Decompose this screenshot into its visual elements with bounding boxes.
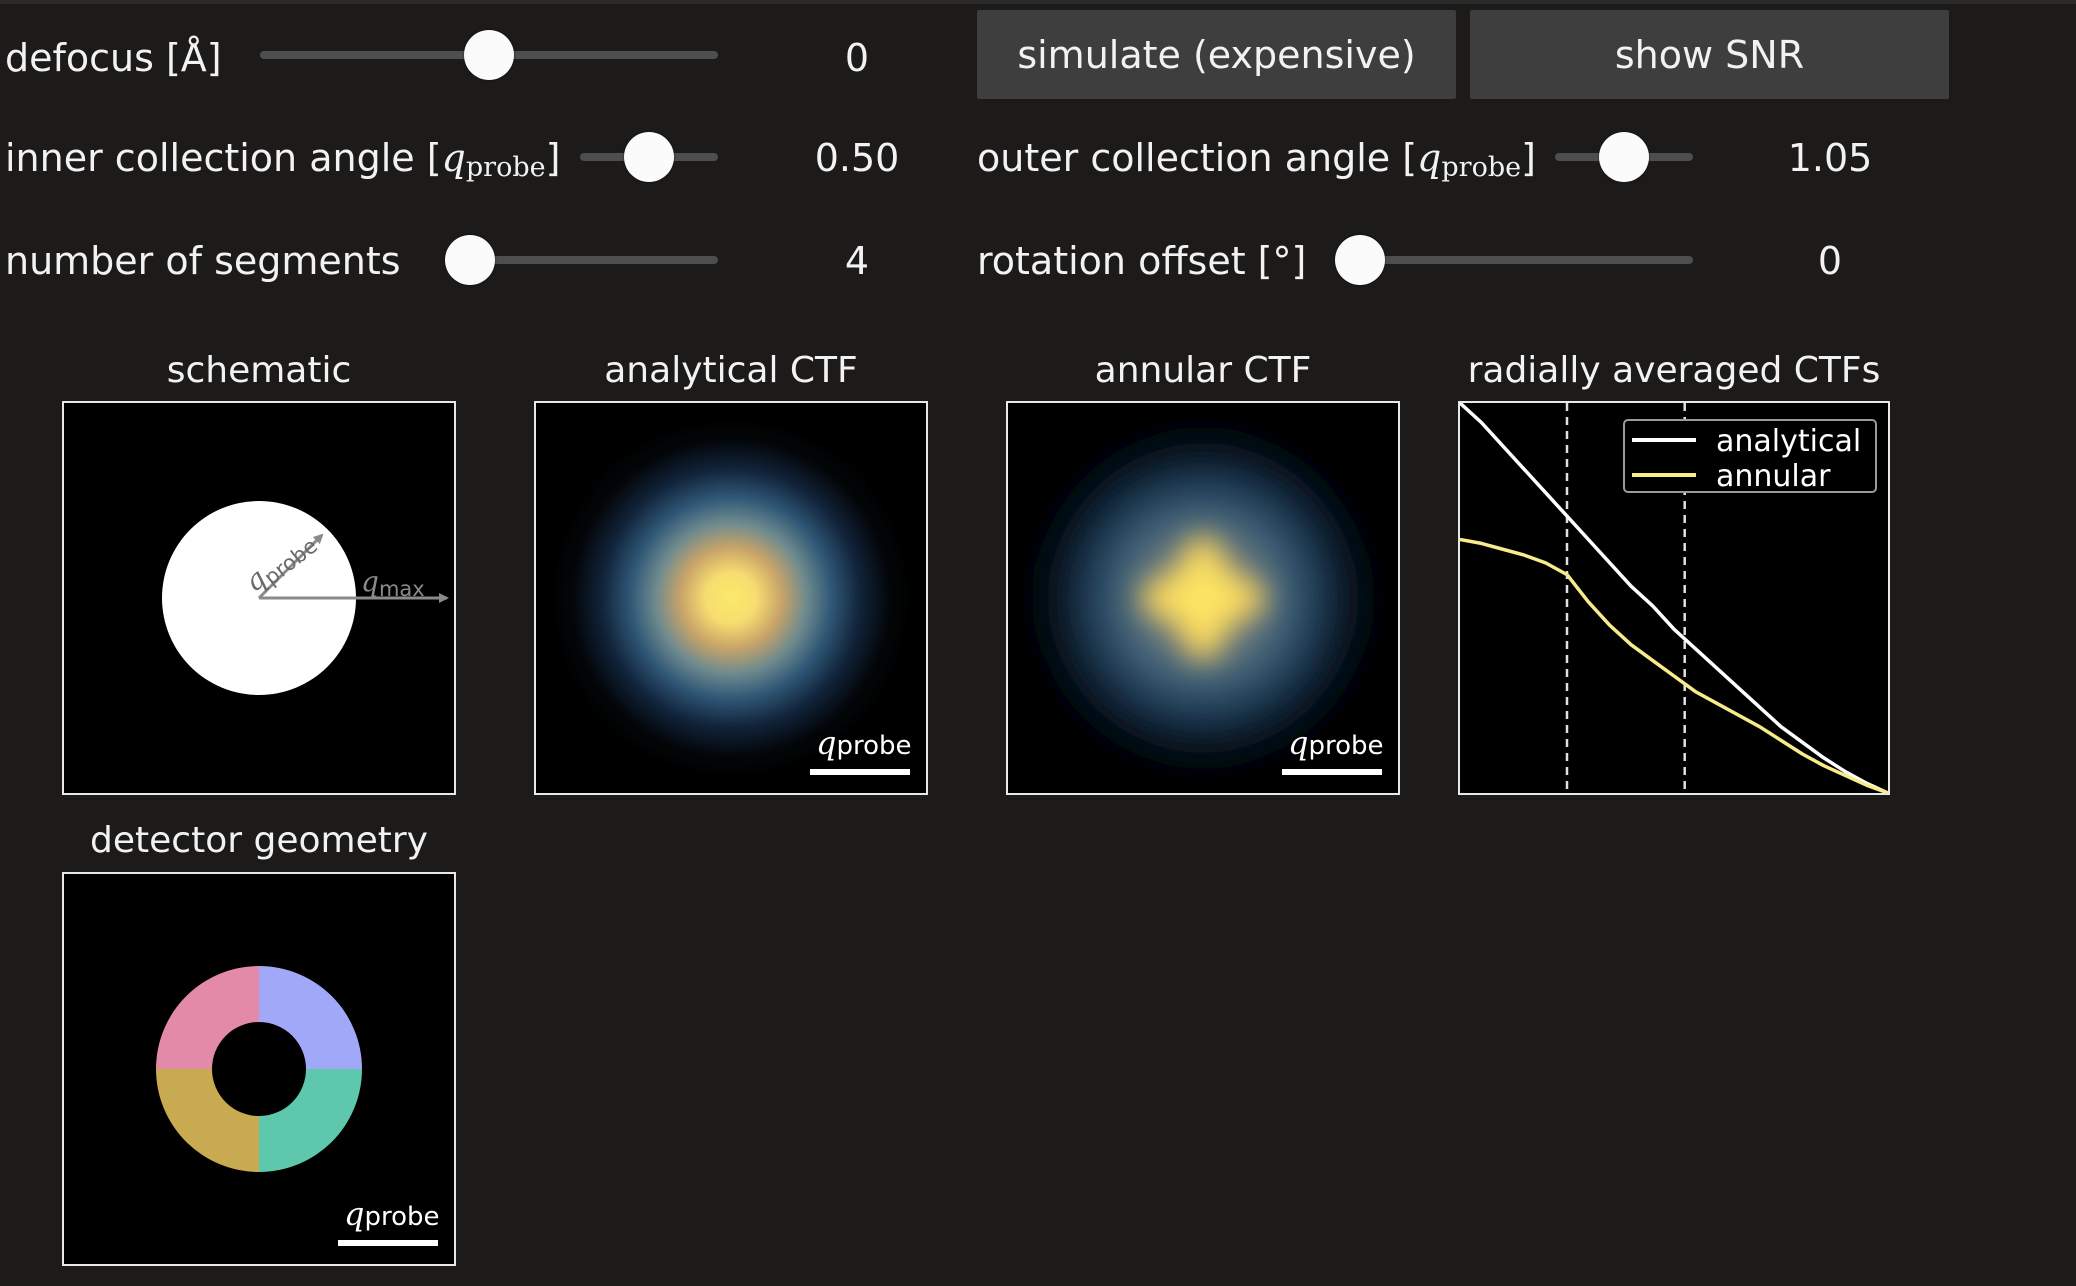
annular-ctf-title: annular CTF <box>1094 350 1312 391</box>
scalebar <box>338 1240 438 1246</box>
inner-angle-label-suffix: ] <box>545 136 561 180</box>
scalebar-symbol: q <box>344 1195 365 1233</box>
slider-thumb[interactable] <box>464 30 514 80</box>
scalebar-symbol: q <box>816 724 837 762</box>
defocus-value: 0 <box>844 36 870 80</box>
scalebar-label: qprobe <box>344 1198 440 1230</box>
segments-slider[interactable] <box>445 235 718 285</box>
max-arrow-label: qmax <box>361 565 425 601</box>
outer-angle-value: 1.05 <box>1787 136 1873 180</box>
analytical-ctf-panel: qprobe <box>534 401 928 795</box>
scalebar <box>1282 769 1382 775</box>
outer-angle-symbol: q <box>1417 136 1442 180</box>
defocus-slider[interactable] <box>260 30 718 80</box>
detector-segment-2 <box>259 1069 362 1172</box>
scalebar <box>810 769 910 775</box>
inner-angle-value: 0.50 <box>814 136 900 180</box>
scalebar-subscript: probe <box>1308 731 1384 761</box>
simulate-button[interactable]: simulate (expensive) <box>977 10 1456 99</box>
outer-angle-label-prefix: outer collection angle [ <box>977 136 1418 180</box>
inner-angle-subscript: probe <box>465 152 546 183</box>
scalebar-subscript: probe <box>364 1202 440 1232</box>
inner-angle-label: inner collection angle [qprobe] <box>5 139 560 181</box>
probe-radius-arrow <box>257 533 324 600</box>
schematic-panel: qprobe qmax <box>62 401 456 795</box>
ctf-intensity <box>551 418 911 778</box>
window-top-border <box>0 0 2076 4</box>
segments-label: number of segments <box>5 239 401 283</box>
show-snr-button[interactable]: show SNR <box>1470 10 1949 99</box>
detector-geometry-svg <box>156 966 362 1172</box>
schematic-title: schematic <box>166 350 352 391</box>
legend-label-analytical: analytical <box>1716 424 1861 459</box>
defocus-label: defocus [Å] <box>5 36 222 80</box>
scalebar-subscript: probe <box>836 731 912 761</box>
detector-segment-3 <box>156 1069 259 1172</box>
detector-segment-4 <box>156 966 259 1069</box>
ctf-cross <box>1141 536 1265 660</box>
detector-segment-1 <box>259 966 362 1069</box>
rotation-label: rotation offset [°] <box>977 239 1307 283</box>
slider-thumb[interactable] <box>1335 235 1385 285</box>
scalebar-label: qprobe <box>1288 727 1384 759</box>
detector-geometry-title: detector geometry <box>90 820 428 861</box>
annular-ctf-image <box>1036 431 1370 765</box>
series-line-annular <box>1460 537 1888 793</box>
scalebar-symbol: q <box>1288 724 1309 762</box>
analytical-ctf-image <box>551 418 911 778</box>
inner-angle-slider[interactable] <box>580 132 718 182</box>
schematic-svg: qprobe qmax <box>162 501 449 695</box>
legend-label-annular: annular <box>1716 459 1831 494</box>
segments-value: 4 <box>844 239 870 283</box>
outer-angle-label: outer collection angle [qprobe] <box>977 139 1536 181</box>
annular-ctf-panel: qprobe <box>1006 401 1400 795</box>
slider-track <box>1335 256 1693 264</box>
analytical-ctf-title: analytical CTF <box>604 350 858 391</box>
detector-geometry-panel: qprobe <box>62 872 456 1266</box>
slider-thumb[interactable] <box>1599 132 1649 182</box>
inner-angle-symbol: q <box>441 136 466 180</box>
slider-thumb[interactable] <box>624 132 674 182</box>
slider-thumb[interactable] <box>445 235 495 285</box>
slider-track <box>445 256 718 264</box>
outer-angle-label-suffix: ] <box>1521 136 1536 180</box>
rotation-value: 0 <box>1817 239 1843 283</box>
series-line-analytical <box>1460 403 1888 793</box>
outer-angle-slider[interactable] <box>1555 132 1693 182</box>
scalebar-label: qprobe <box>816 727 912 759</box>
radial-ctf-chart: analytical annular <box>1458 401 1890 795</box>
radial-ctf-title: radially averaged CTFs <box>1467 350 1881 391</box>
outer-angle-subscript: probe <box>1441 152 1522 183</box>
inner-angle-label-prefix: inner collection angle [ <box>5 136 442 180</box>
rotation-slider[interactable] <box>1335 235 1693 285</box>
radial-ctf-svg: analytical annular <box>1460 403 1888 793</box>
